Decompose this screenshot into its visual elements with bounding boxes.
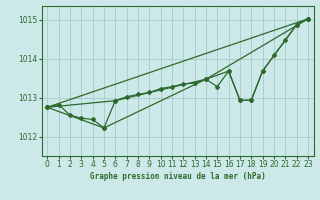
X-axis label: Graphe pression niveau de la mer (hPa): Graphe pression niveau de la mer (hPa): [90, 172, 266, 181]
